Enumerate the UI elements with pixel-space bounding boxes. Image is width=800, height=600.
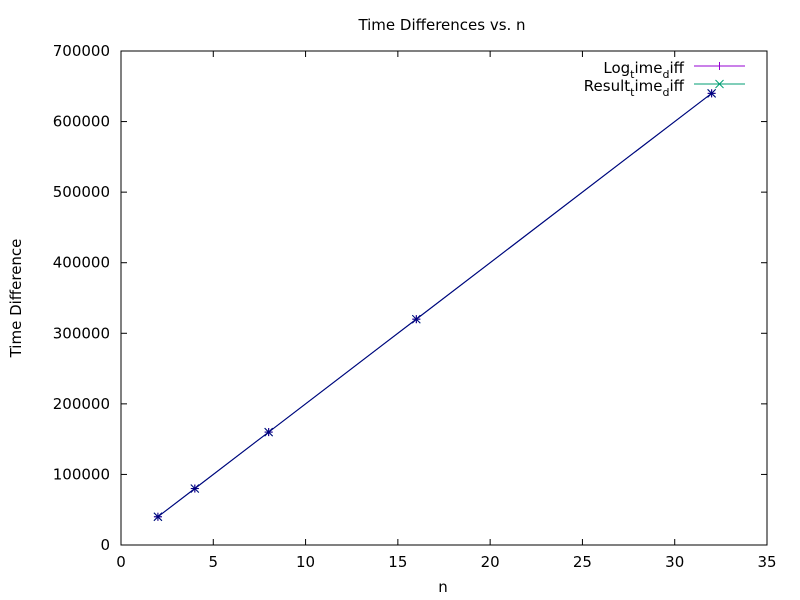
x-tick-label-1: 5 xyxy=(209,553,219,571)
legend-label-0-part-3: d xyxy=(663,68,670,81)
legend-label-1-part-4: iff xyxy=(669,77,684,95)
legend-label-0: Logtimediff xyxy=(603,59,684,81)
chart-title: Time Differences vs. n xyxy=(357,16,525,34)
legend-label-1: Resulttimediff xyxy=(584,77,685,99)
legend-marker-1 xyxy=(715,79,724,89)
legend-label-0-part-4: iff xyxy=(669,59,684,77)
y-axis-label: Time Difference xyxy=(7,239,25,359)
legend-label-1-part-0: Result xyxy=(584,77,630,95)
overlap-line xyxy=(157,92,712,518)
y-tick-label-1: 100000 xyxy=(53,465,110,483)
y-tick-label-2: 200000 xyxy=(53,395,110,413)
legend-label-1-part-3: d xyxy=(663,86,670,99)
y-tick-label-4: 400000 xyxy=(53,254,110,272)
x-tick-label-3: 15 xyxy=(388,553,407,571)
ticks: 0 5 10 15 20 25 30 35 0 100000 200000 300000 400000 5… xyxy=(53,42,777,571)
legend-label-0-part-0: Log xyxy=(603,59,630,77)
legend-label-0-part-2: ime xyxy=(634,59,662,77)
plot-frame xyxy=(120,50,768,546)
legend-label-1-part-2: ime xyxy=(634,77,662,95)
overlap-cross-3 xyxy=(411,314,421,324)
x-axis-label: n xyxy=(438,578,448,596)
x-tick-label-6: 30 xyxy=(665,553,684,571)
y-tick-label-7: 700000 xyxy=(53,42,110,60)
x-tick-label-4: 20 xyxy=(481,553,500,571)
overlap-cross-4 xyxy=(707,88,716,98)
overlap-cross-1 xyxy=(190,484,200,493)
legend-label-1-part-1: t xyxy=(630,86,635,99)
x-tick-label-2: 10 xyxy=(296,553,315,571)
x-tick-label-5: 25 xyxy=(573,553,592,571)
y-tick-label-5: 500000 xyxy=(53,183,110,201)
y-tick-label-3: 300000 xyxy=(53,324,110,342)
legend-label-0-part-1: t xyxy=(630,68,635,81)
y-tick-label-0: 0 xyxy=(100,536,110,554)
overlap-cross-2 xyxy=(264,427,274,437)
x-tick-label-0: 0 xyxy=(116,553,126,571)
series-layer xyxy=(153,88,716,522)
x-tick-label-7: 35 xyxy=(757,553,776,571)
overlap-cross-0 xyxy=(153,512,163,522)
y-tick-label-6: 600000 xyxy=(53,113,110,131)
legend-marker-0 xyxy=(715,62,724,70)
